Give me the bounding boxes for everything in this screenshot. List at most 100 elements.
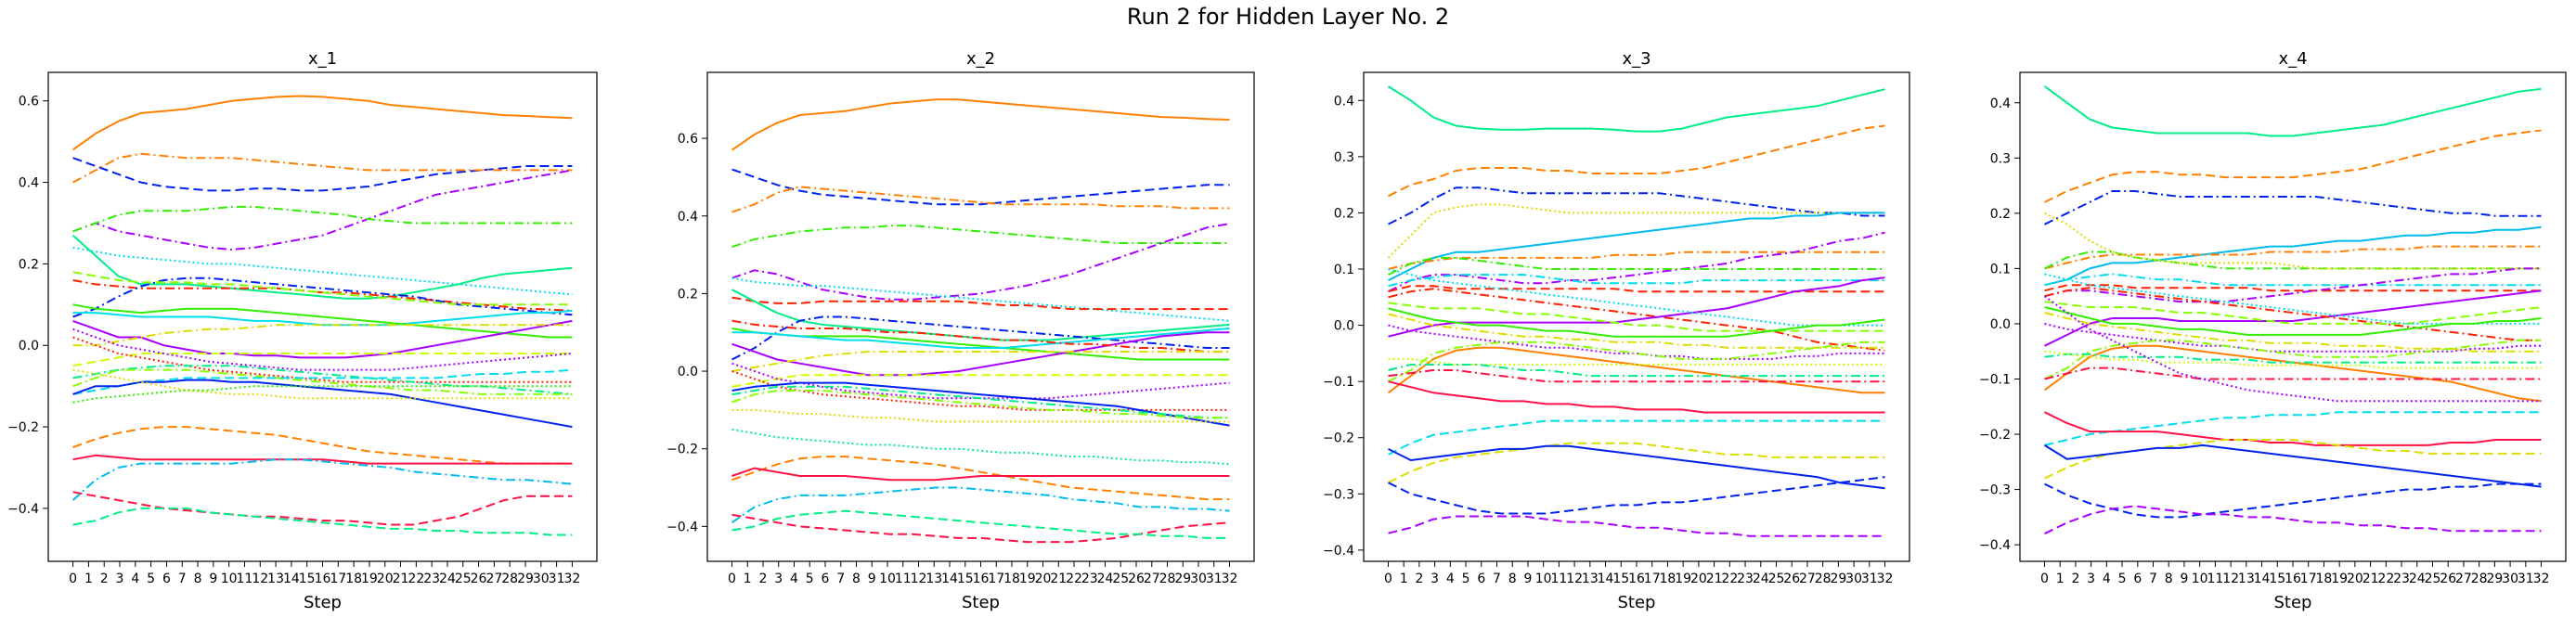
x-tick-label: 3 <box>1430 572 1439 586</box>
x-tick-label: 30 <box>2502 572 2518 586</box>
series-line <box>731 315 1230 361</box>
series-line <box>72 507 573 536</box>
series-line <box>2044 190 2542 225</box>
x-tick-label: 0 <box>69 572 77 586</box>
x-tick-label: 29 <box>1174 572 1191 586</box>
series-line <box>731 408 1230 423</box>
y-tick-label: 0.0 <box>1990 317 2011 332</box>
series-line <box>72 169 573 251</box>
axes-title: x_2 <box>966 49 995 69</box>
x-tick-label: 18 <box>345 572 362 586</box>
x-tick-label: 8 <box>2165 572 2173 586</box>
y-tick-label: −0.2 <box>1979 428 2011 443</box>
x-tick-label: 21 <box>1706 572 1723 586</box>
x-tick-label: 28 <box>2471 572 2488 586</box>
x-tick-label: 9 <box>209 572 217 586</box>
x-tick-label: 9 <box>2180 572 2188 586</box>
y-tick-label: 0.0 <box>19 339 39 353</box>
series-line <box>731 467 1230 482</box>
x-tick-label: 15 <box>2269 572 2285 586</box>
x-tick-label: 6 <box>162 572 171 586</box>
series-line <box>1388 268 1885 327</box>
x-tick-label: 17 <box>1644 572 1661 586</box>
x-tick-label: 10 <box>1535 572 1552 586</box>
x-tick-label: 7 <box>2149 572 2157 586</box>
x-tick-label: 14 <box>283 572 300 586</box>
series-line <box>2043 295 2542 403</box>
x-tick-label: 0 <box>1384 572 1392 586</box>
series-line <box>731 385 1230 419</box>
x-tick-label: 24 <box>439 572 456 586</box>
x-tick-label: 12 <box>1566 572 1583 586</box>
series-line <box>1387 346 1885 394</box>
series-line <box>731 186 1230 213</box>
x-tick-label: 19 <box>2331 572 2348 586</box>
x-tick-label: 22 <box>408 572 424 586</box>
series-line <box>731 390 1230 419</box>
series-line <box>1388 276 1885 338</box>
x-tick-label: 25 <box>1112 572 1129 586</box>
x-tick-label: 19 <box>1019 572 1036 586</box>
y-tick-label: 0.0 <box>1334 319 1354 334</box>
series-line <box>72 276 573 318</box>
x-tick-label: 26 <box>2440 572 2456 586</box>
series-line <box>731 374 1230 388</box>
x-tick-label: 1 <box>1400 572 1408 586</box>
series-line <box>731 331 1230 377</box>
series-line <box>731 223 1230 301</box>
series-line <box>2043 443 2542 488</box>
series-line <box>1387 85 1885 133</box>
x-tick-label: 13 <box>2238 572 2255 586</box>
x-tick-label: 24 <box>2409 572 2426 586</box>
series-line <box>731 319 1230 353</box>
y-tick-label: −0.2 <box>667 443 698 457</box>
series-line <box>71 234 573 300</box>
x-tick-label: 22 <box>1066 572 1082 586</box>
series-line <box>731 370 1230 411</box>
x-tick-label: 2 <box>100 572 109 586</box>
series-line <box>2044 411 2542 446</box>
x-tick-label: 14 <box>1598 572 1614 586</box>
x-tick-label: 12 <box>911 572 927 586</box>
x-tick-label: 30 <box>1190 572 1207 586</box>
y-tick-label: −0.2 <box>7 420 39 435</box>
x-tick-label: 31 <box>549 572 565 586</box>
x-tick-label: 13 <box>267 572 284 586</box>
x-tick-label: 26 <box>471 572 487 586</box>
x-tick-label: 1 <box>2056 572 2065 586</box>
y-tick-label: −0.4 <box>7 502 39 517</box>
x-tick-label: 16 <box>2285 572 2301 586</box>
x-axis-label: Step <box>304 593 342 612</box>
y-tick-label: −0.4 <box>667 520 698 534</box>
series-line <box>1388 364 1885 378</box>
x-tick-label: 2 <box>2071 572 2079 586</box>
x-tick-label: 27 <box>2455 572 2472 586</box>
series-line <box>731 509 1230 539</box>
y-tick-label: −0.2 <box>1323 431 1354 446</box>
series-line <box>1388 357 1885 366</box>
x-tick-label: 13 <box>926 572 942 586</box>
series-line <box>2044 306 2542 336</box>
x-tick-label: 10 <box>221 572 238 586</box>
x-tick-label: 8 <box>852 572 861 586</box>
x-tick-label: 0 <box>728 572 736 586</box>
series-line <box>1388 313 1885 349</box>
series-line <box>1388 369 1885 383</box>
series-line <box>2044 312 2542 353</box>
x-tick-label: 3 <box>774 572 783 586</box>
series-line <box>2044 439 2542 480</box>
x-tick-label: 5 <box>806 572 814 586</box>
y-tick-label: −0.4 <box>1323 544 1354 559</box>
series-line <box>72 152 573 184</box>
series-line <box>2044 129 2542 203</box>
x-tick-label: 25 <box>2425 572 2441 586</box>
series-line <box>1388 419 1885 456</box>
x-tick-label: 24 <box>1753 572 1769 586</box>
y-tick-label: 0.4 <box>19 176 39 191</box>
x-tick-label: 29 <box>2486 572 2503 586</box>
x-tick-label: 1 <box>744 572 752 586</box>
x-tick-label: 29 <box>1830 572 1846 586</box>
x-tick-label: 9 <box>868 572 876 586</box>
series-line <box>731 289 1230 341</box>
series-line <box>731 98 1230 151</box>
